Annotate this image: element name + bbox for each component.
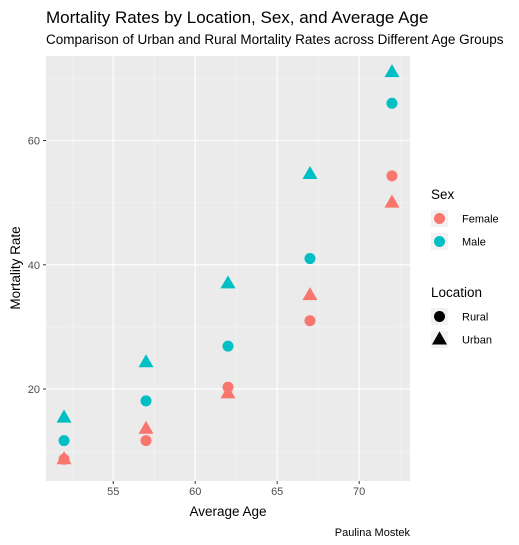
y-tick-label: 40 <box>28 260 40 272</box>
legend-label-female: Female <box>462 214 499 226</box>
y-axis-title: Mortality Rate <box>8 226 23 309</box>
x-tick-label: 70 <box>353 486 365 498</box>
x-tick-label: 60 <box>189 486 201 498</box>
chart-title: Mortality Rates by Location, Sex, and Av… <box>46 8 428 27</box>
x-tick-label: 55 <box>107 486 119 498</box>
legend-key-male <box>434 236 445 247</box>
point-male-urban <box>138 354 154 368</box>
legend-label-urban: Urban <box>462 335 492 347</box>
x-tick-label: 65 <box>271 486 283 498</box>
point-female-rural <box>304 315 316 327</box>
x-axis-ticks: 55 60 65 70 <box>107 481 365 498</box>
point-female-urban <box>138 420 154 434</box>
point-female-urban <box>384 194 400 208</box>
point-male-urban <box>220 275 236 289</box>
point-male-rural <box>386 97 398 109</box>
point-female-urban <box>220 385 236 399</box>
point-male-urban <box>56 409 72 423</box>
x-axis-title: Average Age <box>189 504 266 519</box>
y-tick-label: 20 <box>28 384 40 396</box>
legend-label-rural: Rural <box>462 312 488 324</box>
legend-key-rural <box>434 311 445 322</box>
point-female-rural <box>386 170 398 182</box>
legend-key-urban <box>432 331 447 345</box>
legend-key-female <box>434 213 445 224</box>
point-female-urban <box>56 451 72 465</box>
caption: Paulina Mostek <box>335 527 411 539</box>
legend-label-male: Male <box>462 237 486 249</box>
point-male-rural <box>304 253 316 265</box>
point-male-urban <box>302 165 318 180</box>
point-female-urban <box>302 287 318 301</box>
y-axis-ticks: 20 40 60 <box>28 136 46 396</box>
point-male-rural <box>140 395 152 407</box>
point-male-rural <box>58 435 70 447</box>
legend-title-sex: Sex <box>431 187 455 202</box>
data-points <box>56 64 400 465</box>
plot-panel <box>46 56 410 481</box>
chart-subtitle: Comparison of Urban and Rural Mortality … <box>46 32 504 47</box>
legend: Sex Female Male Location Rural Urban <box>431 187 499 348</box>
y-tick-label: 60 <box>28 136 40 148</box>
legend-title-location: Location <box>431 285 482 300</box>
point-female-rural <box>140 435 152 447</box>
point-male-rural <box>222 340 234 352</box>
point-male-urban <box>384 64 400 78</box>
